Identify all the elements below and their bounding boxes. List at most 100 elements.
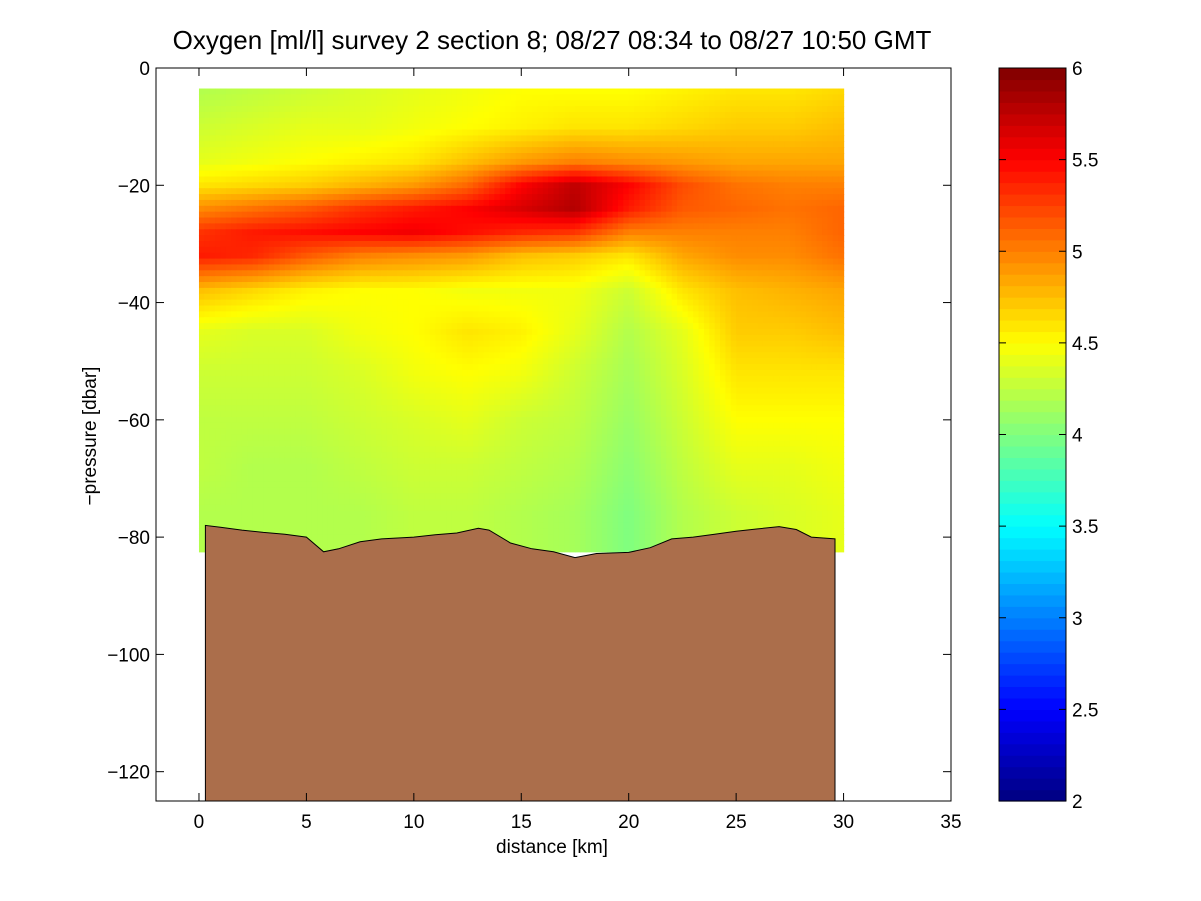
field-cell: [580, 170, 587, 178]
field-cell: [236, 205, 243, 213]
field-cell: [419, 94, 426, 101]
field-cell: [628, 141, 635, 148]
field-cell: [462, 282, 469, 289]
field-cell: [703, 229, 710, 236]
field-cell: [376, 235, 383, 242]
field-cell: [236, 158, 243, 166]
field-cell: [472, 323, 479, 330]
field-cell: [354, 305, 361, 312]
field-cell: [650, 282, 657, 289]
field-cell: [311, 211, 318, 219]
field-cell: [526, 164, 533, 172]
field-cell: [376, 328, 383, 336]
field-cell: [612, 323, 619, 330]
field-cell: [746, 158, 753, 166]
field-cell: [730, 217, 737, 224]
field-cell: [574, 235, 581, 242]
field-cell: [478, 205, 485, 213]
field-cell: [773, 276, 780, 283]
field-cell: [703, 106, 710, 113]
field-cell: [677, 123, 684, 131]
field-cell: [327, 182, 334, 189]
field-cell: [548, 170, 555, 178]
field-cell: [607, 223, 614, 230]
field-cell: [789, 117, 796, 125]
field-cell: [660, 153, 667, 160]
field-cell: [472, 88, 479, 95]
field-cell: [548, 188, 555, 195]
field-cell: [397, 305, 404, 312]
field-cell: [537, 323, 544, 330]
field-cell: [773, 246, 780, 254]
field-cell: [515, 211, 522, 219]
field-cell: [585, 217, 592, 224]
field-cell: [311, 199, 318, 207]
field-cell: [805, 223, 812, 230]
field-cell: [241, 287, 248, 295]
field-cell: [220, 164, 227, 172]
field-cell: [822, 293, 829, 301]
field-cell: [252, 305, 259, 312]
field-cell: [284, 147, 291, 154]
field-cell: [596, 323, 603, 330]
field-cell: [789, 164, 796, 172]
field-cell: [644, 176, 651, 183]
field-cell: [655, 147, 662, 154]
field-cell: [397, 264, 404, 271]
field-cell: [720, 276, 726, 283]
field-cell: [440, 276, 447, 283]
field-cell: [392, 123, 399, 131]
field-cell: [376, 276, 383, 283]
field-cell: [290, 164, 297, 172]
field-cell: [660, 199, 667, 207]
field-cell: [564, 282, 571, 289]
field-cell: [381, 311, 388, 318]
field-cell: [424, 211, 431, 219]
field-cell: [483, 299, 490, 307]
field-cell: [338, 117, 345, 125]
field-cell: [317, 147, 324, 154]
field-cell: [677, 176, 684, 183]
field-cell: [515, 223, 522, 230]
field-cell: [311, 229, 318, 236]
field-cell: [703, 170, 710, 178]
field-cell: [687, 252, 694, 260]
field-cell: [360, 123, 367, 131]
field-cell: [526, 293, 533, 301]
field-cell: [365, 164, 372, 172]
field-cell: [639, 246, 646, 254]
field-cell: [548, 252, 555, 260]
field-cell: [435, 188, 442, 195]
field-cell: [612, 305, 619, 312]
field-cell: [773, 100, 780, 107]
field-cell: [284, 264, 291, 271]
field-cell: [736, 223, 743, 230]
field-cell: [370, 276, 377, 283]
field-cell: [306, 94, 313, 101]
field-cell: [258, 205, 265, 213]
field-cell: [204, 311, 211, 318]
field-cell: [360, 211, 367, 219]
field-cell: [435, 123, 442, 131]
field-cell: [644, 264, 651, 271]
field-cell: [258, 170, 265, 178]
field-cell: [822, 246, 829, 254]
field-cell: [714, 199, 721, 207]
field-cell: [838, 311, 845, 318]
field-cell: [537, 88, 544, 95]
field-cell: [596, 141, 603, 148]
field-cell: [349, 311, 356, 318]
field-cell: [757, 293, 764, 301]
field-cell: [295, 270, 302, 277]
field-cell: [295, 164, 302, 172]
field-cell: [279, 287, 286, 295]
field-cell: [816, 211, 823, 219]
field-cell: [338, 211, 345, 219]
field-cell: [773, 211, 780, 219]
field-cell: [564, 153, 571, 160]
field-cell: [333, 158, 340, 166]
field-cell: [553, 328, 560, 336]
field-cell: [564, 211, 571, 219]
field-cell: [741, 317, 748, 324]
field-cell: [580, 141, 587, 148]
